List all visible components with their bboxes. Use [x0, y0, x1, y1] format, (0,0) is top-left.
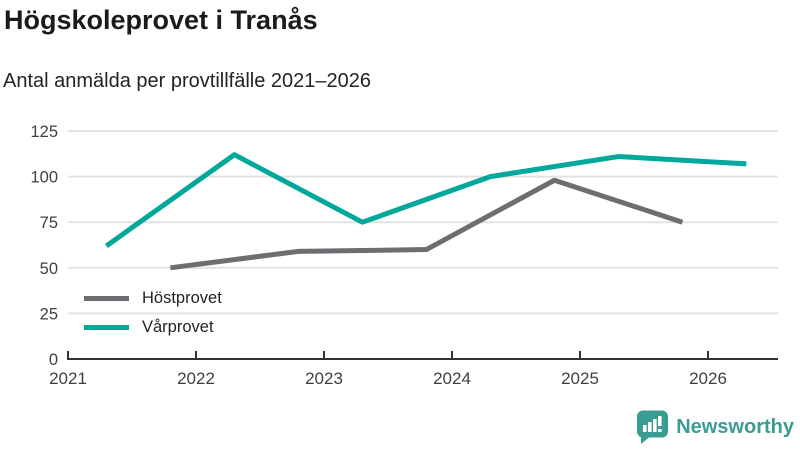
legend-label-varprovet: Vårprovet	[142, 318, 214, 336]
y-tick-label-50: 50	[40, 260, 58, 278]
y-tick-label-0: 0	[49, 351, 58, 369]
legend-label-hostprovet: Höstprovet	[142, 289, 222, 307]
legend-item-hostprovet: Höstprovet	[76, 286, 232, 311]
series-line-vårprovet	[104, 152, 747, 248]
y-tick-label-100: 100	[30, 169, 58, 187]
x-tick-label-2025: 2025	[561, 369, 599, 388]
y-tick-label-125: 125	[30, 123, 58, 141]
y-tick-label-25: 25	[40, 305, 58, 323]
chart-title: Högskoleprovet i Tranås	[4, 5, 318, 35]
chart-subtitle: Antal anmälda per provtillfälle 2021–202…	[3, 70, 372, 92]
y-tick-label-75: 75	[40, 214, 58, 232]
newsworthy-logo-icon	[637, 410, 669, 444]
hostprovet-line-swatch	[84, 296, 129, 301]
newsworthy-logo[interactable]: Newsworthy	[636, 410, 794, 444]
x-tick-label-2023: 2023	[305, 369, 343, 388]
series-line-höstprovet	[170, 177, 684, 271]
x-tick-label-2022: 2022	[177, 369, 215, 388]
legend-item-varprovet: Vårprovet	[76, 315, 232, 340]
legend: Höstprovet Vårprovet	[76, 286, 232, 344]
newsworthy-logo-text: Newsworthy	[676, 415, 794, 438]
x-tick-label-2021: 2021	[49, 369, 87, 388]
varprovet-line-swatch	[84, 325, 129, 330]
x-tick-label-2026: 2026	[689, 369, 727, 388]
x-tick-label-2024: 2024	[433, 369, 471, 388]
